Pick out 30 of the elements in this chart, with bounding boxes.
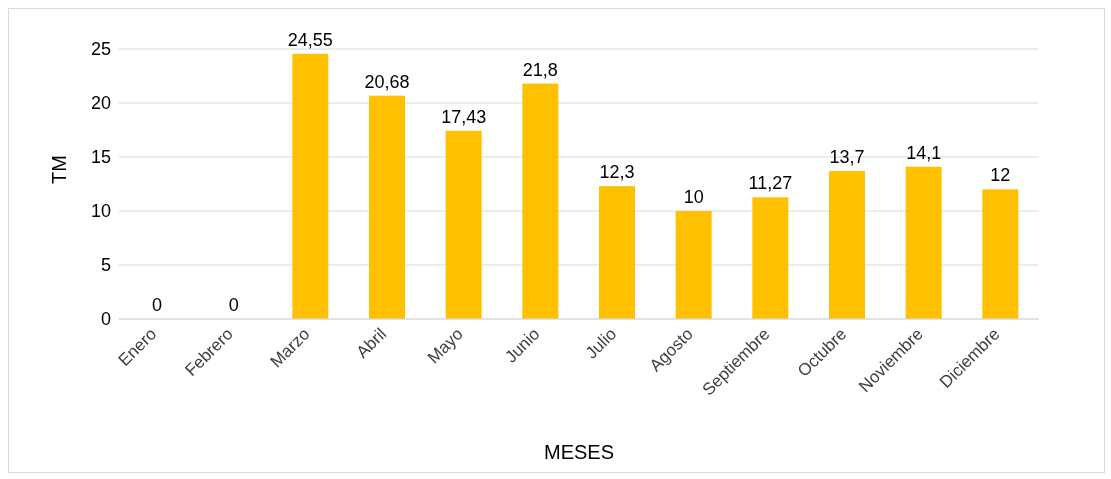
data-label: 14,1 xyxy=(906,142,942,163)
bar xyxy=(369,95,405,319)
bar xyxy=(829,171,865,319)
y-tick-label: 5 xyxy=(100,255,111,276)
y-tick-label: 0 xyxy=(100,309,111,330)
data-label: 11,27 xyxy=(748,173,793,194)
data-label: 0 xyxy=(151,295,163,315)
y-tick-label: 20 xyxy=(90,93,111,114)
data-label: 24,55 xyxy=(287,29,333,50)
bar xyxy=(599,186,635,319)
y-axis-title: TM xyxy=(48,155,71,184)
x-axis-title: MESES xyxy=(543,441,615,463)
data-label: 17,43 xyxy=(441,106,487,127)
bar xyxy=(752,197,789,319)
bar xyxy=(905,166,942,319)
y-tick-label: 15 xyxy=(90,147,111,168)
y-tick-label: 25 xyxy=(90,39,111,60)
data-label: 12 xyxy=(990,165,1011,186)
bar xyxy=(982,189,1019,319)
y-tick-label: 10 xyxy=(90,201,111,222)
bar xyxy=(292,53,329,319)
data-label: 10 xyxy=(683,187,704,207)
data-label: 0 xyxy=(228,295,239,315)
data-label: 13,7 xyxy=(829,147,865,168)
bar xyxy=(522,83,559,319)
data-label: 21,8 xyxy=(522,59,558,80)
bar xyxy=(445,130,482,319)
bar xyxy=(675,211,712,319)
data-label: 12,3 xyxy=(599,162,635,183)
data-label: 20,68 xyxy=(364,71,410,92)
